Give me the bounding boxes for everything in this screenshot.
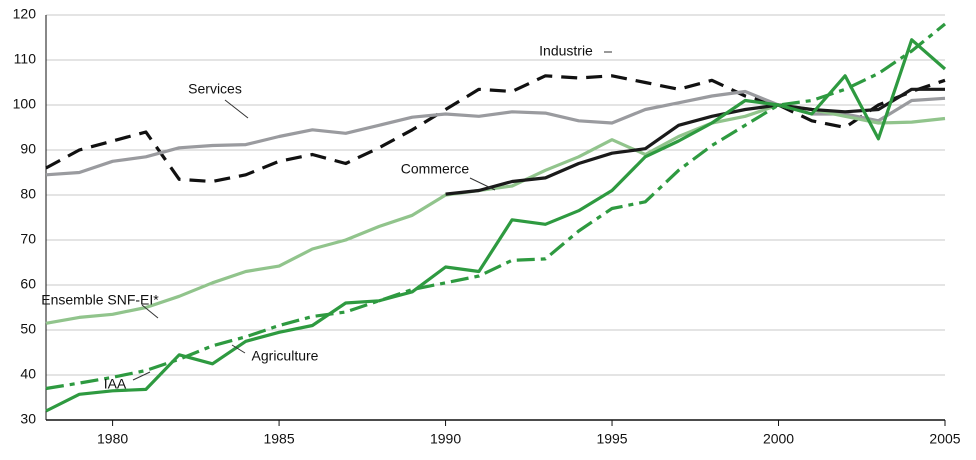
y-tick-label: 40 <box>20 366 36 382</box>
series-line <box>45 38 947 413</box>
x-tick-label: 1995 <box>596 431 627 447</box>
x-tick-label: 2000 <box>763 431 794 447</box>
x-tick-label: 1990 <box>430 431 461 447</box>
y-tick-label: 120 <box>13 6 37 22</box>
y-tick-label: 60 <box>20 276 36 292</box>
y-tick-label: 50 <box>20 321 36 337</box>
label-leader <box>224 99 249 119</box>
y-tick-label: 90 <box>20 141 36 157</box>
y-tick-label: 30 <box>20 411 36 427</box>
y-tick-label: 100 <box>13 96 37 112</box>
label-leader <box>469 177 496 191</box>
series-line <box>45 103 946 325</box>
label-leader <box>141 304 159 319</box>
series-label: Agriculture <box>252 348 319 364</box>
y-tick-label: 110 <box>14 51 37 67</box>
y-tick-label: 80 <box>20 186 36 202</box>
x-tick-label: 1980 <box>97 431 128 447</box>
series-label: Industrie <box>539 43 593 59</box>
series-label: Services <box>188 81 242 97</box>
x-tick-label: 2005 <box>929 431 960 447</box>
series-line <box>45 74 946 184</box>
series-label: Ensemble SNF-EI* <box>41 292 159 308</box>
series-line <box>45 89 946 177</box>
x-tick-label: 1985 <box>263 431 294 447</box>
y-tick-label: 70 <box>20 231 36 247</box>
series-label: IAA <box>104 376 127 392</box>
series-line <box>45 22 947 391</box>
label-leader <box>132 371 151 381</box>
label-leader <box>231 344 246 354</box>
series-label: Commerce <box>401 161 470 177</box>
